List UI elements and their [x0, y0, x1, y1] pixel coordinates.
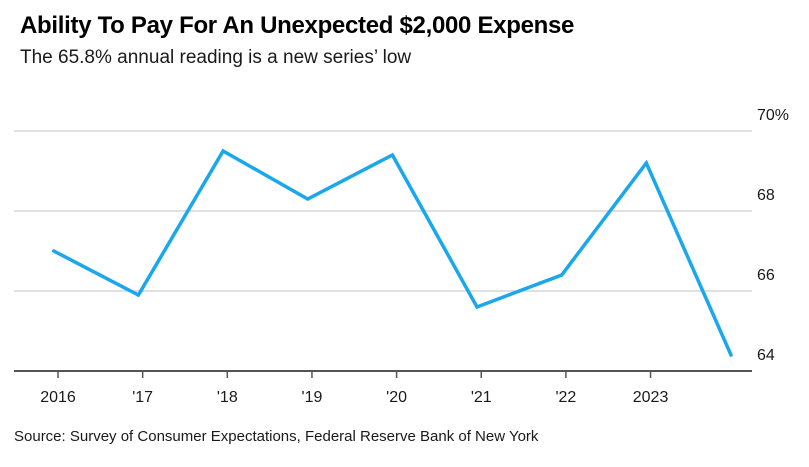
- series-line: [52, 148, 733, 357]
- x-axis: 2016 '17 '18 '19 '20 '21 '22 2023: [14, 370, 752, 406]
- data-point: [644, 161, 648, 165]
- x-tick-label: '18: [217, 389, 238, 406]
- x-tick-label: '21: [471, 389, 492, 406]
- x-tick-label: 2023: [633, 389, 669, 406]
- data-point: [306, 197, 310, 201]
- data-point: [136, 293, 141, 297]
- gridlines: [14, 130, 752, 292]
- x-tick-label: '17: [132, 389, 153, 406]
- x-tick-label: '19: [302, 389, 323, 406]
- chart-title: Ability To Pay For An Unexpected $2,000 …: [20, 12, 575, 39]
- x-tick-label: 2016: [40, 389, 76, 406]
- y-tick-label: 68: [757, 187, 775, 204]
- source-note: Source: Survey of Consumer Expectations,…: [14, 428, 539, 445]
- y-axis-labels: 64 66 68 70%: [757, 107, 789, 364]
- data-point: [221, 149, 225, 153]
- chart-subtitle: The 65.8% annual reading is a new series…: [20, 47, 412, 68]
- y-tick-label: 66: [757, 267, 775, 284]
- data-point: [475, 305, 479, 309]
- data-point: [560, 273, 564, 277]
- series: [52, 148, 733, 357]
- y-tick-label: 70%: [757, 107, 789, 124]
- data-point: [390, 153, 394, 157]
- x-tick-label: '22: [555, 389, 576, 406]
- y-tick-label: 64: [757, 347, 775, 364]
- data-point: [729, 353, 733, 357]
- data-point: [52, 249, 56, 253]
- x-tick-label: '20: [386, 389, 407, 406]
